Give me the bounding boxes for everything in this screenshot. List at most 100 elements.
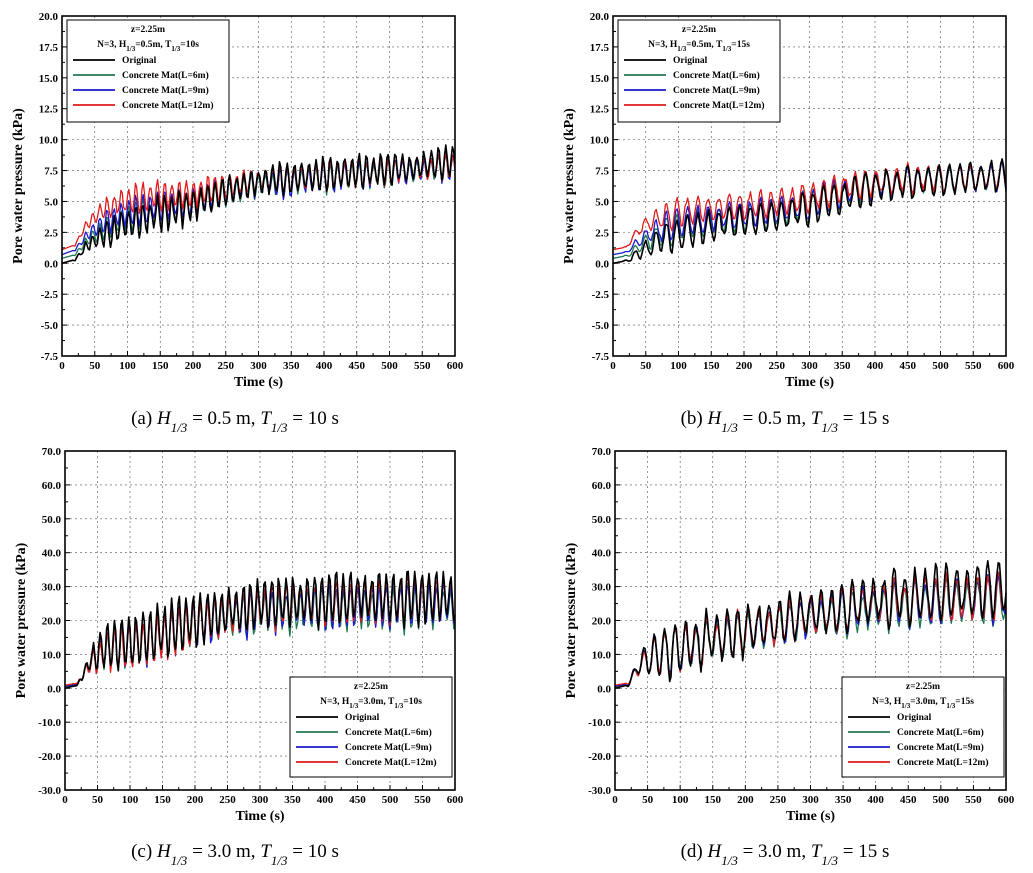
- x-tick-label: 400: [867, 360, 884, 372]
- x-tick-label: 100: [119, 360, 136, 372]
- legend-label: Concrete Mat(L=9m): [345, 742, 432, 753]
- x-axis-label: Time (s): [785, 375, 834, 390]
- legend-label: Original: [897, 713, 932, 723]
- panel-b: 0 50 100 150 200 250 300 350 400 450 500 550 600 -7.5…: [562, 11, 1015, 435]
- x-tick-label: 600: [447, 360, 464, 372]
- x-tick-label: 350: [834, 360, 851, 372]
- y-tick-label: 10.0: [590, 135, 610, 147]
- y-tick-label: 60.0: [42, 480, 62, 492]
- legend-label: Original: [122, 56, 157, 66]
- y-tick-label: 30.0: [592, 582, 612, 594]
- legend-label: Concrete Mat(L=9m): [897, 742, 984, 753]
- x-tick-label: 300: [252, 794, 269, 806]
- panel-caption: (b) H1/3 = 0.5 m, T1/3 = 15 s: [681, 408, 890, 435]
- y-tick-label: 0.0: [597, 683, 611, 695]
- x-tick-label: 550: [414, 794, 431, 806]
- plot-frame: [614, 450, 1007, 791]
- legend-label: Concrete Mat(L=12m): [673, 100, 765, 111]
- y-tick-label: 17.5: [590, 42, 610, 54]
- y-tick-label: 15.0: [590, 73, 610, 85]
- x-axis-label: Time (s): [235, 809, 284, 824]
- x-tick-label: 500: [933, 794, 950, 806]
- x-tick-label: 350: [284, 794, 301, 806]
- x-tick-label: 0: [610, 360, 616, 372]
- panel-a: 0 50 100 150 200 250 300 350 400 450 500 550 600 -7.5…: [11, 11, 464, 435]
- y-tick-label: -10.0: [38, 717, 61, 729]
- panel-caption: (c) H1/3 = 3.0 m, T1/3 = 10 s: [131, 841, 339, 868]
- x-tick-label: 450: [900, 794, 917, 806]
- x-tick-label: 400: [316, 360, 333, 372]
- legend-label: Concrete Mat(L=6m): [122, 70, 209, 81]
- x-tick-label: 100: [122, 794, 139, 806]
- x-tick-label: 0: [59, 360, 65, 372]
- plot-frame: [64, 450, 456, 791]
- y-tick-label: -20.0: [588, 751, 611, 763]
- y-tick-label: 40.0: [592, 548, 612, 560]
- ticks: [614, 450, 1007, 791]
- plot-frame: [61, 15, 456, 357]
- legend-label: Concrete Mat(L=12m): [122, 100, 214, 111]
- y-tick-label: 50.0: [42, 514, 62, 526]
- x-tick-label: 200: [187, 794, 204, 806]
- x-tick-label: 250: [219, 794, 236, 806]
- x-tick-label: 550: [965, 360, 982, 372]
- x-tick-label: 300: [801, 360, 818, 372]
- series-line-original: [64, 570, 456, 690]
- y-tick-label: 12.5: [590, 104, 610, 116]
- x-tick-label: 150: [705, 794, 722, 806]
- y-axis-label: Pore water pressure (kPa): [14, 542, 29, 698]
- x-tick-label: 500: [381, 360, 398, 372]
- legend-label: Original: [673, 56, 708, 66]
- y-tick-label: 50.0: [592, 514, 612, 526]
- x-tick-label: 250: [769, 360, 786, 372]
- x-tick-label: 50: [642, 794, 654, 806]
- y-tick-label: -10.0: [588, 717, 611, 729]
- x-tick-label: 400: [317, 794, 334, 806]
- panel-caption: (d) H1/3 = 3.0 m, T1/3 = 15 s: [681, 841, 890, 868]
- y-tick-label: -7.5: [592, 351, 610, 363]
- x-tick-label: 300: [250, 360, 267, 372]
- y-tick-label: -7.5: [41, 351, 59, 363]
- x-tick-label: 0: [62, 794, 68, 806]
- panel-caption: (a) H1/3 = 0.5 m, T1/3 = 10 s: [131, 408, 339, 435]
- x-tick-label: 600: [998, 360, 1015, 372]
- y-tick-label: -5.0: [41, 320, 59, 332]
- legend-box: z=2.25m N=3, H1/3=0.5m, T1/3=10s Original C…: [66, 19, 230, 123]
- x-axis-label: Time (s): [786, 809, 835, 824]
- x-tick-label: 400: [867, 794, 884, 806]
- x-tick-label: 500: [932, 360, 949, 372]
- x-tick-label: 50: [640, 360, 652, 372]
- legend-title: z=2.25m: [682, 25, 716, 35]
- y-tick-label: 40.0: [42, 548, 62, 560]
- x-tick-label: 200: [737, 794, 754, 806]
- legend-label: Concrete Mat(L=12m): [345, 757, 437, 768]
- y-tick-label: 15.0: [39, 73, 59, 85]
- legend-title: z=2.25m: [354, 682, 388, 692]
- x-tick-label: 500: [382, 794, 399, 806]
- x-tick-label: 300: [802, 794, 819, 806]
- legend-box: z=2.25m N=3, H1/3=3.0m, T1/3=10s Original C…: [289, 676, 453, 778]
- y-tick-label: 10.0: [39, 135, 59, 147]
- x-tick-label: 150: [152, 360, 169, 372]
- x-tick-label: 200: [185, 360, 202, 372]
- plot-frame: [612, 15, 1007, 357]
- x-tick-label: 150: [703, 360, 720, 372]
- x-tick-label: 100: [670, 360, 687, 372]
- legend-title: z=2.25m: [906, 682, 940, 692]
- series-line-concrete-mat-l-9m-: [61, 152, 456, 256]
- y-tick-label: 0.0: [44, 258, 58, 270]
- grid-lines: [65, 451, 455, 790]
- y-tick-label: 20.0: [590, 11, 610, 23]
- x-tick-label: 350: [283, 360, 300, 372]
- x-tick-label: 250: [770, 794, 787, 806]
- series-line-original: [61, 144, 456, 265]
- y-axis-label: Pore water pressure (kPa): [564, 542, 579, 698]
- panel-d: 0 50 100 150 200 250 300 350 400 450 500 550 600 -30.…: [564, 446, 1015, 868]
- x-tick-label: 550: [414, 360, 431, 372]
- x-tick-label: 150: [154, 794, 171, 806]
- y-tick-label: 30.0: [42, 582, 62, 594]
- legend-label: Concrete Mat(L=6m): [897, 727, 984, 738]
- y-tick-label: 2.5: [595, 227, 609, 239]
- legend-frame: [289, 676, 453, 778]
